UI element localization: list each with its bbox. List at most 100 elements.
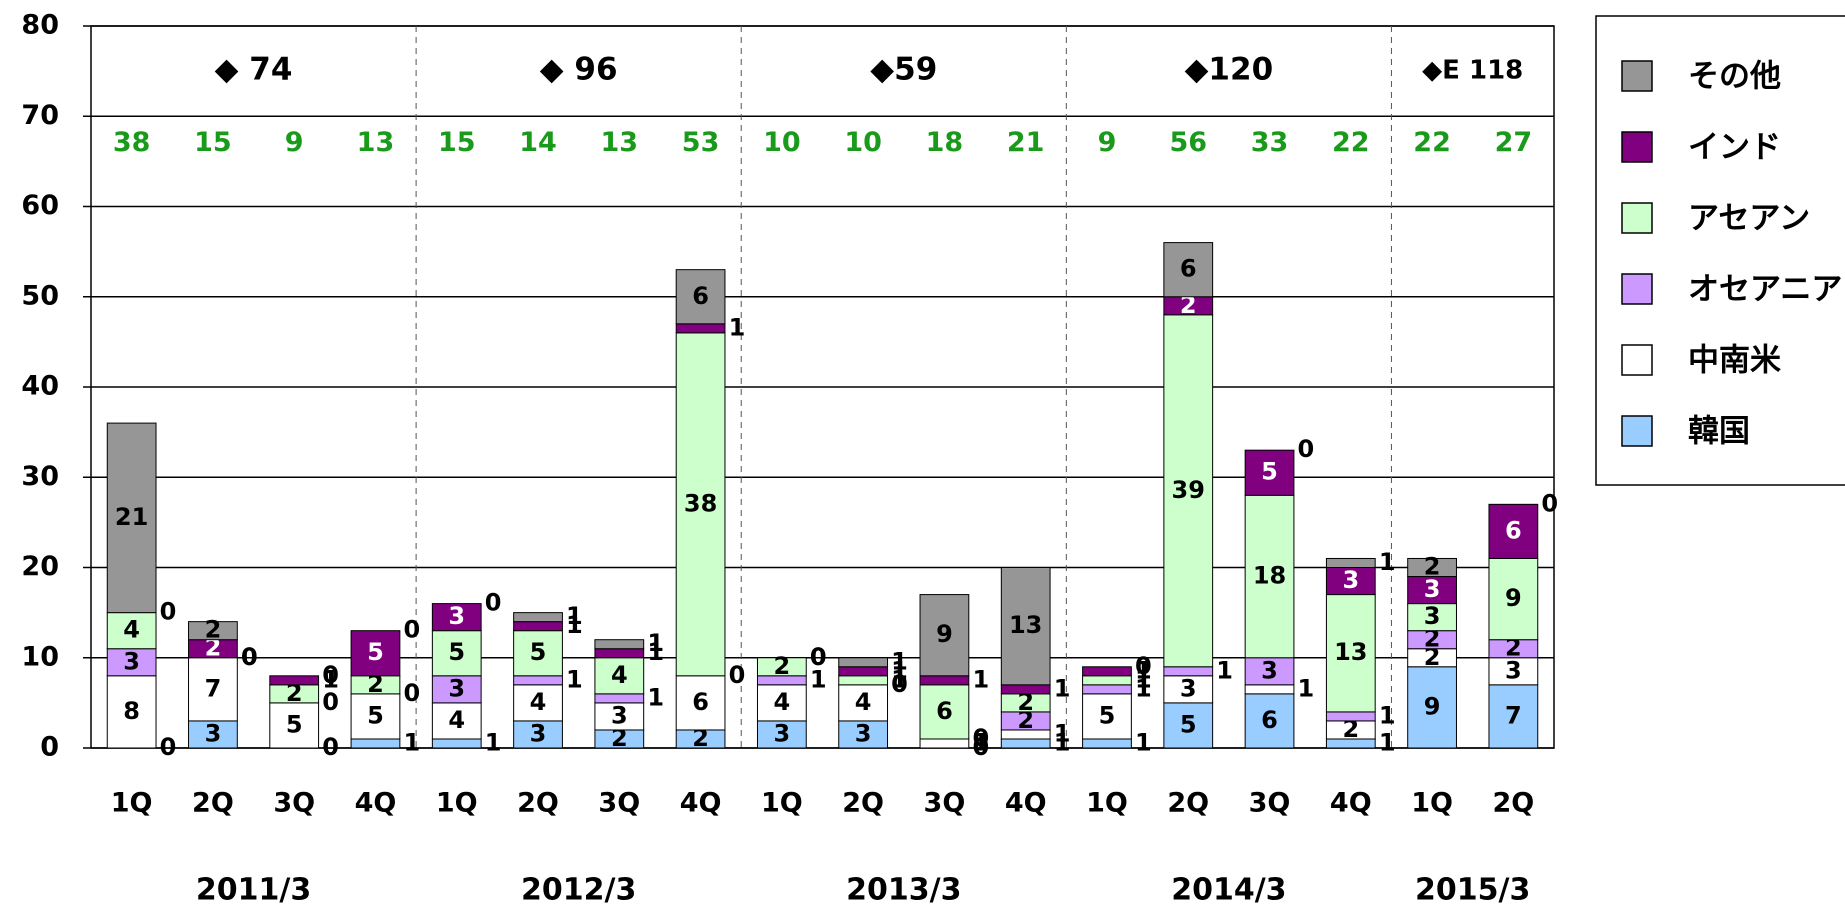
data-label: 3: [1505, 656, 1522, 684]
data-label: 1: [972, 728, 989, 756]
data-label: 0: [810, 643, 827, 671]
total-label: 15: [194, 127, 232, 158]
year-label: 2015/3: [1415, 873, 1530, 908]
data-label: 18: [1253, 562, 1286, 590]
data-label: 4: [530, 688, 547, 716]
total-label: 9: [285, 127, 304, 158]
legend-label: オセアニア: [1688, 272, 1842, 308]
x-tick-label: 2Q: [517, 788, 559, 819]
data-label: 4: [855, 688, 872, 716]
data-label: 4: [123, 616, 140, 644]
data-label: 0: [241, 643, 258, 671]
bar-segment: [594, 648, 645, 659]
data-label: 0: [1541, 489, 1558, 517]
data-label: 1: [729, 313, 746, 341]
bar-segment: [188, 720, 238, 749]
year-annotation: ◆ 74: [215, 52, 293, 88]
data-label: 1: [1135, 665, 1152, 693]
bar-segment: [838, 675, 889, 686]
data-label: 1: [891, 656, 908, 684]
x-tick-label: 2Q: [192, 788, 234, 819]
total-label: 10: [763, 127, 801, 158]
data-label: 0: [810, 643, 827, 671]
bar-segment: [756, 684, 807, 722]
data-label: 1: [1135, 728, 1152, 756]
data-label: 2: [1017, 706, 1034, 734]
data-label: 3: [530, 719, 547, 747]
data-label: 0: [160, 598, 177, 626]
bar-segment: [513, 675, 563, 686]
data-label: 1: [566, 602, 583, 630]
bar-segment: [1488, 557, 1539, 641]
data-label: 1: [322, 665, 339, 693]
data-label: 1: [891, 665, 908, 693]
data-label: 3: [774, 719, 791, 747]
data-label: 2: [367, 670, 384, 698]
data-label: 5: [367, 701, 384, 729]
bar-segment: [1325, 567, 1376, 596]
data-label: 6: [936, 697, 953, 725]
year-annotation: ◆59: [870, 52, 937, 88]
bar-segment: [1082, 684, 1132, 695]
y-tick-label: 70: [21, 100, 59, 131]
legend-label: アセアン: [1688, 201, 1810, 237]
data-label: 2: [205, 616, 222, 644]
data-label: 2: [205, 634, 222, 662]
x-tick-label: 2Q: [1492, 788, 1534, 819]
total-label: 21: [1007, 127, 1045, 158]
data-label: 2: [1017, 688, 1034, 716]
data-label: 1: [566, 665, 583, 693]
data-label: 1: [1379, 728, 1396, 756]
legend-swatch: [1621, 131, 1653, 163]
data-label: 2: [774, 652, 791, 680]
bar-segment: [919, 594, 970, 677]
bar-segment: [431, 738, 482, 749]
data-label: 2: [286, 679, 303, 707]
year-label: 2013/3: [846, 873, 961, 908]
bar-segment: [269, 702, 320, 749]
x-tick-label: 1Q: [436, 788, 478, 819]
bar-segment: [1082, 738, 1132, 749]
data-label: 1: [1054, 719, 1071, 747]
data-label: 0: [322, 733, 339, 761]
total-label: 13: [357, 127, 395, 158]
y-tick-label: 10: [21, 641, 59, 672]
year-label: 2014/3: [1171, 873, 1286, 908]
data-label: 6: [692, 688, 709, 716]
x-tick-label: 1Q: [761, 788, 803, 819]
bar-segment: [1163, 675, 1214, 704]
data-label: 5: [1261, 458, 1278, 486]
bar-segment: [1082, 675, 1132, 686]
data-label: 0: [404, 616, 421, 644]
bar-segment: [188, 621, 238, 641]
bar-segment: [1488, 657, 1539, 686]
year-annotation: ◆E 118: [1422, 56, 1523, 86]
data-label: 7: [1505, 701, 1522, 729]
data-label: 1: [1054, 674, 1071, 702]
total-label: 22: [1332, 127, 1370, 158]
bar-segment: [594, 657, 645, 695]
data-label: 3: [448, 674, 465, 702]
data-label: 9: [1505, 584, 1522, 612]
data-label: 1: [1135, 656, 1152, 684]
bar-segment: [431, 603, 482, 632]
bar-segment: [1407, 603, 1457, 632]
data-label: 5: [1099, 701, 1116, 729]
bar-segment: [675, 332, 726, 677]
data-label: 3: [611, 701, 628, 729]
bar-segment: [188, 657, 238, 722]
legend-box: [1595, 15, 1845, 486]
data-label: 0: [972, 733, 989, 761]
total-label: 9: [1098, 127, 1117, 158]
bar-segment: [1488, 503, 1539, 559]
bar-segment: [1000, 684, 1051, 695]
data-label: 5: [367, 638, 384, 666]
data-label: 5: [286, 710, 303, 738]
bar-segment: [675, 269, 726, 325]
total-label: 14: [519, 127, 557, 158]
bar-segment: [675, 323, 726, 334]
bar-segment: [350, 738, 401, 749]
data-label: 39: [1172, 476, 1205, 504]
